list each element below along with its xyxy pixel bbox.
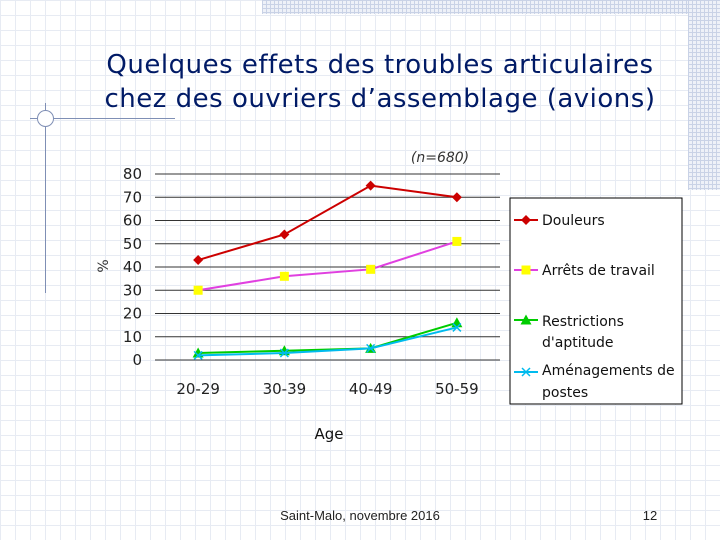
series-1 [193, 236, 462, 295]
y-tick-labels: 0 10 20 30 40 50 60 70 80 [123, 165, 142, 369]
decorative-horizontal-line [30, 118, 175, 119]
legend-entry-2: Restrictions d'aptitude [514, 314, 624, 351]
data-point [279, 229, 290, 240]
y-tick-label: 60 [123, 212, 142, 230]
y-tick-label: 10 [123, 328, 142, 346]
legend-swatch-marker [521, 215, 531, 225]
data-point [366, 264, 376, 274]
data-point [279, 271, 289, 281]
y-tick-label: 0 [132, 351, 142, 369]
chart-legend: Douleurs Arrêts de travail Restrictions d'a… [509, 197, 683, 405]
data-point [452, 236, 462, 246]
legend-swatch-marker [521, 367, 531, 377]
decorative-right-band [688, 0, 720, 190]
title-line-2: chez des ouvriers d’assemblage (avions) [104, 84, 656, 114]
decorative-top-band [262, 0, 720, 14]
x-tick-label: 30-39 [263, 380, 307, 398]
series-3 [193, 322, 462, 360]
series-line [198, 326, 458, 357]
legend-label: Aménagements de postes [542, 363, 675, 401]
y-tick-label: 40 [123, 258, 142, 276]
series-line [198, 321, 458, 355]
legend-entry-3: Aménagements de postes [514, 363, 675, 401]
chart-grid [155, 173, 500, 361]
series-lines [192, 180, 463, 360]
y-tick-label: 20 [123, 305, 142, 323]
data-point [451, 192, 462, 203]
y-tick-label: 30 [123, 281, 142, 299]
legend-label: Arrêts de travail [542, 263, 655, 279]
series-line [197, 184, 458, 261]
data-point [279, 348, 289, 358]
x-tick-label: 20-29 [176, 380, 220, 398]
x-tick-labels: 20-29 30-39 40-49 50-59 [176, 380, 478, 398]
y-tick-label: 50 [123, 235, 142, 253]
legend-entry-0: Douleurs [514, 213, 605, 229]
data-point [366, 343, 376, 353]
slide-title: Quelques effets des troubles articulaire… [70, 48, 690, 116]
page-number: 12 [642, 508, 658, 523]
data-point [193, 350, 203, 360]
title-line-1: Quelques effets des troubles articulaire… [106, 50, 654, 80]
data-point [451, 317, 463, 328]
y-tick-label: 70 [123, 188, 142, 206]
legend-swatch-marker [521, 265, 531, 275]
legend-box [509, 197, 683, 405]
legend-label: Restrictions d'aptitude [542, 314, 624, 351]
data-point [193, 285, 203, 295]
x-tick-label: 40-49 [349, 380, 393, 398]
decorative-circle [37, 110, 54, 127]
x-tick-label: 50-59 [435, 380, 479, 398]
x-axis-label: Age [314, 425, 343, 443]
series-line [197, 240, 458, 292]
footer-text: Saint-Malo, novembre 2016 [280, 508, 440, 523]
legend-swatch-marker [520, 314, 532, 325]
data-point [193, 255, 204, 266]
series-0 [193, 180, 462, 266]
y-tick-label: 80 [123, 165, 142, 183]
data-point [452, 322, 462, 332]
y-axis-label: % [96, 259, 112, 272]
sample-size-annotation: (n=680) [411, 150, 469, 166]
data-point [365, 180, 376, 191]
legend-entry-1: Arrêts de travail [514, 263, 655, 279]
legend-label: Douleurs [542, 213, 605, 229]
decorative-vertical-line [45, 103, 46, 293]
